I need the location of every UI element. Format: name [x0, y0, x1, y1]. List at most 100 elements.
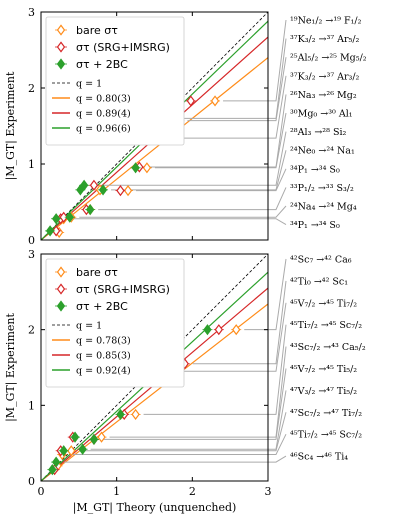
data-point — [51, 456, 61, 468]
y-axis-label: |M_GT| Experiment — [4, 71, 18, 180]
transition-label: ³⁰Mg₀ →³⁰ Al₁ — [290, 109, 353, 120]
y-tick-label: 0 — [28, 234, 35, 247]
transition-label: ⁴⁵Ti₇/₂ →⁴⁵ Sc₇/₂ — [290, 430, 362, 441]
legend-line-label: q = 0.96(6) — [76, 124, 131, 135]
data-point — [45, 225, 55, 237]
data-point — [98, 184, 108, 196]
transition-label: ⁴⁵Ti₇/₂ →⁴⁵ Sc₇/₂ — [290, 320, 362, 331]
transition-label: ⁴⁵V₇/₂ →⁴⁵ Ti₅/₂ — [290, 364, 357, 375]
transition-label: ³⁷K₃/₂ →³⁷ Ar₅/₂ — [290, 34, 360, 45]
data-point — [142, 162, 152, 174]
y-tick-label: 1 — [28, 158, 35, 171]
transition-label: ²⁴Ne₀ →²⁴ Na₁ — [290, 146, 355, 157]
legend-line-label: q = 0.85(3) — [76, 351, 131, 362]
transition-label: ²⁵Al₅/₂ →²⁵ Mg₅/₂ — [290, 53, 367, 64]
leader-line — [101, 368, 287, 440]
leader-line — [79, 205, 287, 218]
data-point — [97, 431, 106, 443]
data-point — [65, 211, 74, 223]
y-tick-label: 3 — [28, 6, 35, 19]
legend-marker — [56, 58, 66, 70]
data-point — [232, 324, 241, 336]
bottom-panel: 0 1 2 3 0 1 2 3 |M_GT| Experiment |M_GT| Theory (… — [4, 248, 366, 515]
leader-line — [192, 280, 287, 365]
plot-frame — [40, 11, 269, 241]
transition-label: ⁴²Sc₇ →⁴² Ca₆ — [290, 255, 352, 266]
legend-marker-label: στ + 2BC — [76, 58, 128, 71]
plot-frame — [40, 253, 269, 482]
data-point — [70, 431, 80, 443]
data-point — [89, 179, 99, 191]
x-tick-label: 1 — [113, 485, 120, 498]
data-point — [186, 95, 196, 107]
leader-line — [98, 187, 287, 211]
y-tick-label: 2 — [28, 324, 35, 337]
data-point — [67, 445, 76, 457]
legend-line-label: q = 0.89(4) — [76, 109, 131, 120]
transition-label: ²⁸Al₃ →²⁸ Si₂ — [290, 127, 346, 138]
legend-marker-label: bare στ — [76, 266, 118, 279]
transition-label: ⁴³Sc₇/₂ →⁴³ Ca₅/₂ — [290, 342, 366, 353]
transition-label: ³⁷K₃/₂ →³⁷ Ar₃/₂ — [290, 71, 360, 82]
legend-marker-label: στ (SRG+IMSRG) — [76, 41, 170, 54]
leader-line — [244, 258, 287, 331]
fit-line — [41, 303, 268, 481]
legend-line-label: q = 1 — [76, 321, 102, 332]
y-axis-label: |M_GT| Experiment — [4, 313, 18, 422]
data-point — [116, 408, 125, 421]
x-axis-label: |M_GT| Theory (unquenched) — [73, 501, 237, 515]
data-point — [85, 204, 95, 216]
leader-line — [70, 433, 287, 456]
y-tick-label: 3 — [28, 248, 35, 261]
data-point — [59, 211, 68, 223]
data-point — [79, 179, 89, 191]
data-point — [131, 408, 140, 421]
transition-label: ²⁶Na₃ →²⁶ Mg₂ — [290, 90, 357, 101]
top-panel: 0 1 2 3 |M_GT| Experiment bare στ στ (SRG+IMSR… — [4, 6, 367, 247]
y-tick-label: 2 — [28, 82, 35, 95]
legend-marker — [56, 41, 66, 53]
transition-label: ³⁴P₁ →³⁴ S₀ — [290, 220, 340, 231]
data-point — [214, 324, 224, 336]
transition-label: ³⁴P₁ →³⁴ S₀ — [290, 164, 340, 175]
leader-line — [71, 218, 287, 226]
x-tick-label: 3 — [265, 485, 272, 498]
leader-line — [223, 19, 287, 102]
y-tick-label: 1 — [28, 399, 35, 412]
y-tick-label: 0 — [28, 475, 35, 488]
data-point — [51, 213, 61, 225]
legend-line-label: q = 0.78(3) — [76, 336, 131, 347]
leader-line — [101, 131, 287, 186]
x-tick-label: 2 — [189, 485, 196, 498]
legend-box — [45, 16, 185, 146]
transition-label: ³³P₁/₂ →³³ S₃/₂ — [290, 183, 354, 194]
legend-marker-label: bare στ — [76, 24, 118, 37]
legend-line-label: q = 1 — [76, 79, 102, 90]
data-point — [203, 324, 212, 336]
data-point — [78, 443, 87, 455]
transition-label: ⁴⁷V₃/₂ →⁴⁷ Ti₅/₂ — [290, 386, 357, 397]
leader-line — [154, 112, 287, 169]
leader-line — [136, 168, 287, 192]
data-point — [89, 433, 99, 445]
legend-line-label: q = 0.92(4) — [76, 366, 131, 377]
legend-marker-label: στ (SRG+IMSRG) — [76, 283, 170, 296]
transition-label: ¹⁹Ne₁/₂ →¹⁹ F₁/₂ — [290, 16, 362, 27]
data-point — [131, 162, 140, 174]
data-point — [123, 185, 133, 197]
legend-marker-label: στ + 2BC — [76, 300, 128, 313]
transition-label: ²⁴Na₄ →²⁴ Mg₄ — [290, 202, 357, 213]
transition-label: ⁴⁵V₇/₂ →⁴⁵ Ti₇/₂ — [290, 298, 357, 309]
legend-marker — [56, 266, 66, 278]
leader-line — [79, 412, 287, 452]
transition-label: ⁴⁷Sc₇/₂ →⁴⁷ Ti₇/₂ — [290, 408, 362, 419]
x-tick-label: 0 — [38, 485, 45, 498]
leader-line — [187, 57, 287, 122]
data-point — [210, 95, 220, 107]
legend-box — [45, 258, 185, 388]
fit-line — [41, 57, 268, 240]
data-point — [59, 445, 68, 457]
transition-label: ⁴⁶Sc₄ →⁴⁶ Ti₄ — [290, 452, 348, 463]
data-point — [51, 225, 61, 237]
